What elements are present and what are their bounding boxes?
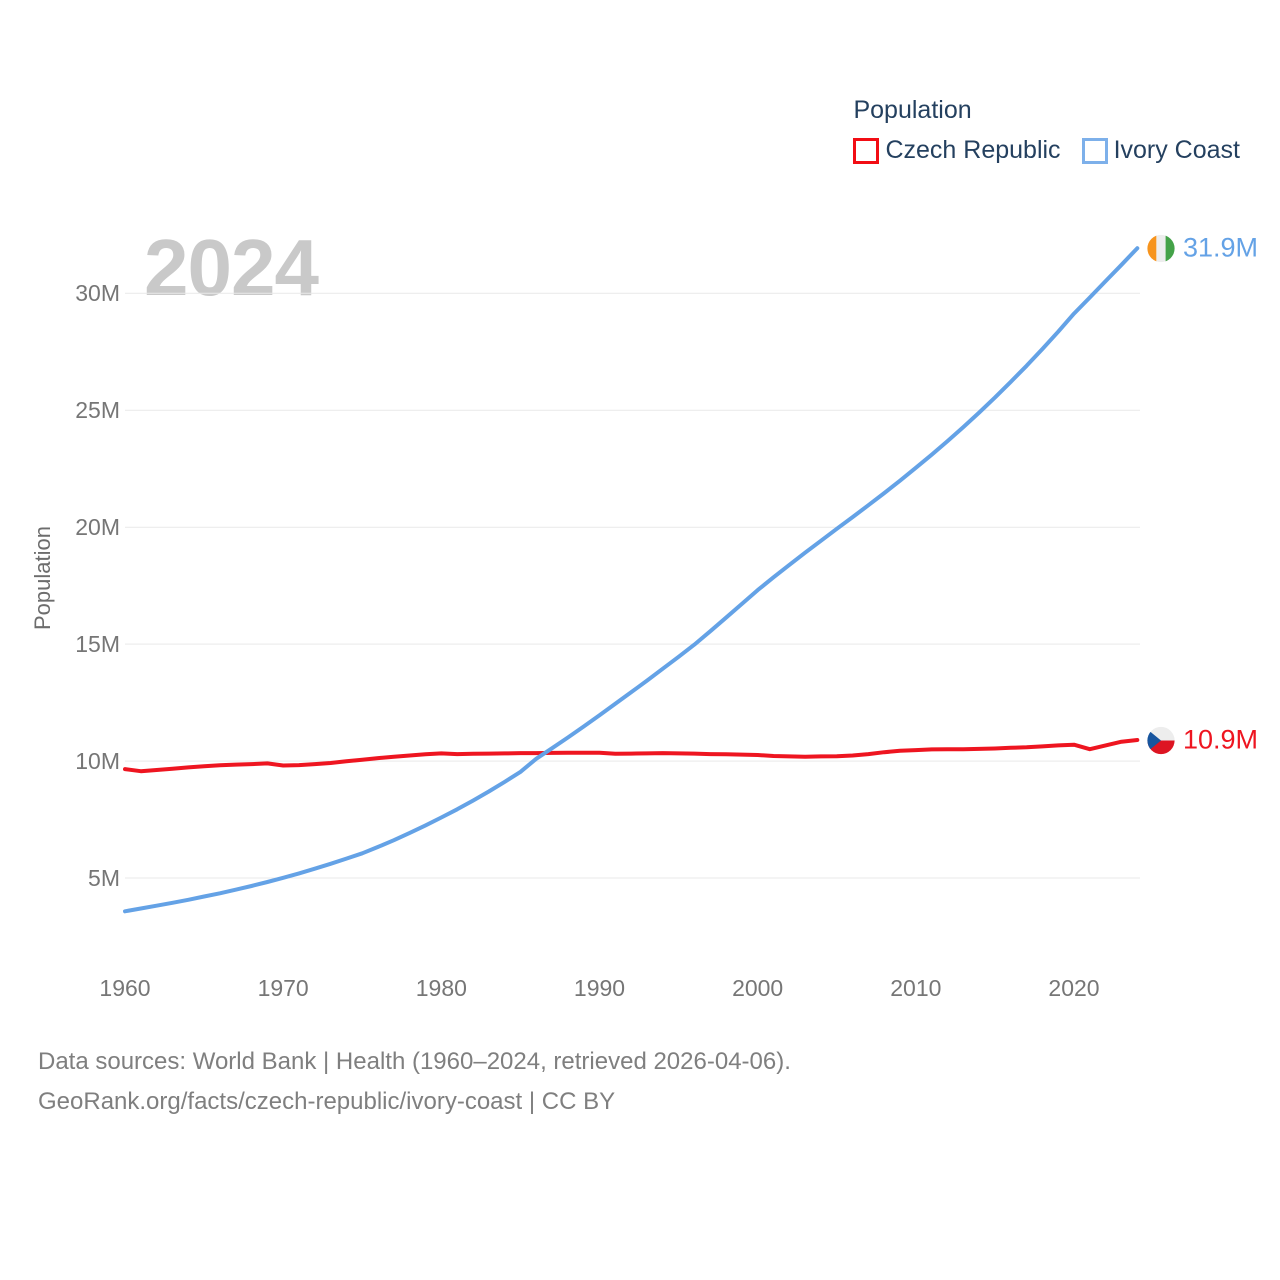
watermark-year: 2024 [144,223,319,312]
czech-republic-swatch-icon [853,137,880,164]
legend-title: Population [853,96,972,124]
czech-republic-flag-icon [1147,726,1175,754]
y-axis-title: Population [30,526,55,630]
end-value-ivory-coast: 31.9M [1183,232,1259,263]
legend-label-czech-republic: Czech Republic [885,136,1061,164]
legend-label-ivory-coast: Ivory Coast [1113,136,1240,164]
ivory-coast-swatch-icon [1081,137,1108,164]
legend-item-czech-republic[interactable]: Czech Republic [853,136,1061,165]
end-label-ivory-coast: 31.9M [1147,233,1258,264]
legend-item-ivory-coast[interactable]: Ivory Coast [1081,136,1240,165]
series-line-czech-republic[interactable] [123,738,1140,774]
legend: Population Czech Republic Ivory Coast [853,96,1240,165]
series-line-ivory-coast[interactable] [123,246,1140,914]
georank-url-line: GeoRank.org/facts/czech-republic/ivory-c… [38,1088,616,1115]
legend-items: Czech Republic Ivory Coast [853,136,1240,165]
end-value-czech-republic: 10.9M [1183,724,1259,755]
attribution-footer: Data sources: World Bank | Health (1960–… [38,1042,791,1122]
end-label-czech-republic: 10.9M [1147,725,1258,756]
data-sources-line: Data sources: World Bank | Health (1960–… [38,1048,791,1075]
ivory-coast-flag-icon [1147,234,1175,262]
